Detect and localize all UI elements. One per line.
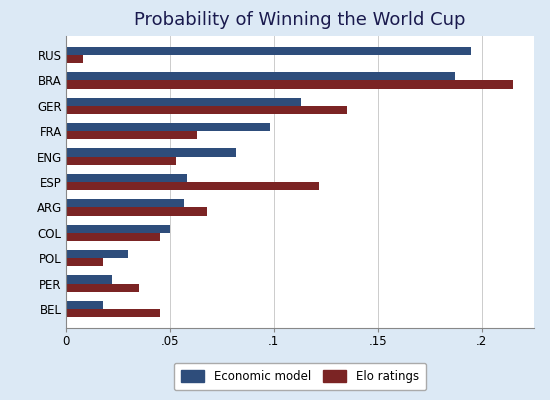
Bar — [66, 174, 186, 182]
Bar — [66, 199, 184, 207]
Bar — [66, 47, 471, 55]
Bar — [66, 157, 176, 165]
Bar — [66, 258, 103, 266]
Bar — [66, 233, 160, 241]
Title: Probability of Winning the World Cup: Probability of Winning the World Cup — [134, 11, 465, 29]
Bar — [66, 309, 160, 317]
Bar — [66, 131, 197, 140]
Bar — [66, 98, 301, 106]
Bar — [66, 301, 103, 309]
Legend: Economic model, Elo ratings: Economic model, Elo ratings — [173, 363, 426, 390]
Bar — [66, 275, 112, 284]
Bar — [66, 72, 454, 80]
Bar — [66, 106, 346, 114]
Bar — [66, 208, 207, 216]
Bar — [66, 80, 513, 89]
Bar — [66, 123, 270, 131]
Bar — [66, 250, 128, 258]
Bar — [66, 55, 82, 63]
Bar — [66, 182, 320, 190]
Bar — [66, 224, 170, 233]
Bar — [66, 284, 139, 292]
Bar — [66, 148, 236, 156]
